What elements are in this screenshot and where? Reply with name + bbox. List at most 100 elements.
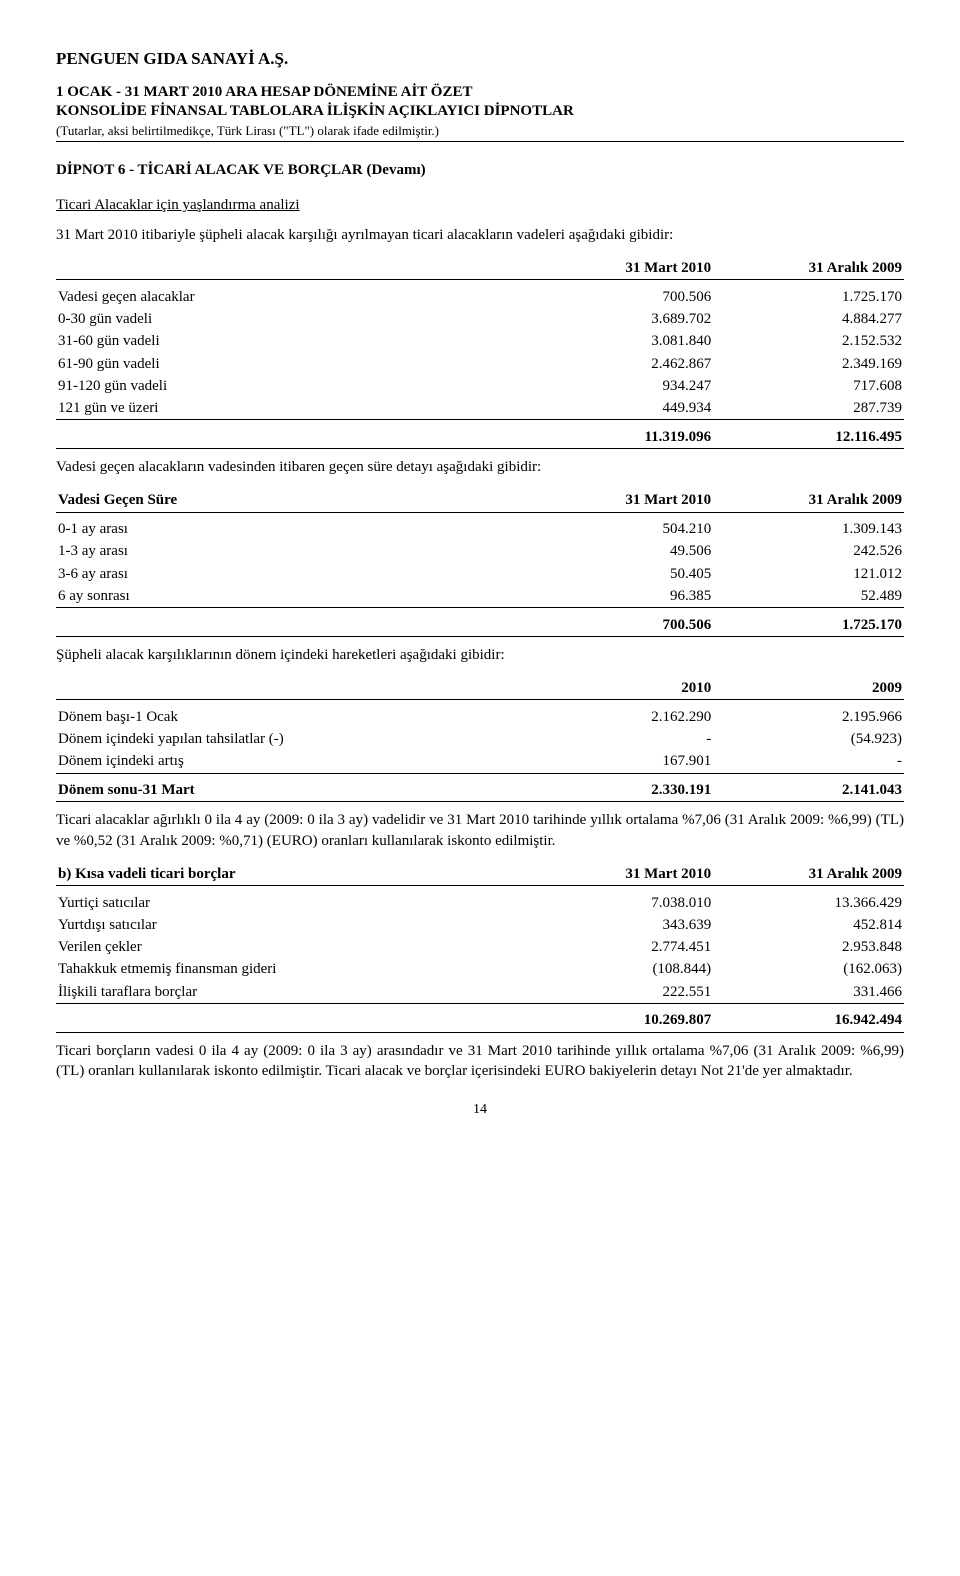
- col-header-year2: 2009: [713, 677, 904, 700]
- table-row: Yurtiçi satıcılar 7.038.010 13.366.429: [56, 892, 904, 914]
- col-header-year1: 2010: [522, 677, 713, 700]
- cell: 167.901: [522, 750, 713, 773]
- table-header-row: 2010 2009: [56, 677, 904, 700]
- col-header-1: 31 Mart 2010: [522, 863, 713, 886]
- total-cell: 2.141.043: [713, 779, 904, 802]
- cell: 2.195.966: [713, 706, 904, 728]
- row-label: Yurtiçi satıcılar: [56, 892, 522, 914]
- total-cell: 11.319.096: [522, 426, 713, 449]
- total-cell: 1.725.170: [713, 614, 904, 637]
- cell: 504.210: [522, 518, 713, 540]
- cell: 2.774.451: [522, 936, 713, 958]
- table-row: Verilen çekler 2.774.451 2.953.848: [56, 936, 904, 958]
- total-cell: 700.506: [522, 614, 713, 637]
- row-label: 6 ay sonrası: [56, 585, 522, 608]
- row-label: Verilen çekler: [56, 936, 522, 958]
- cell: 2.162.290: [522, 706, 713, 728]
- cell: 449.934: [522, 397, 713, 420]
- aging-subtitle: Ticari Alacaklar için yaşlandırma analiz…: [56, 195, 904, 215]
- total-row: 700.506 1.725.170: [56, 614, 904, 637]
- movement-intro: Şüpheli alacak karşılıklarının dönem içi…: [56, 645, 904, 665]
- table-row: 0-1 ay arası 504.210 1.309.143: [56, 518, 904, 540]
- cell: 1.309.143: [713, 518, 904, 540]
- note-title: DİPNOT 6 - TİCARİ ALACAK VE BORÇLAR (Dev…: [56, 160, 904, 180]
- cell: 700.506: [522, 286, 713, 308]
- cell: (54.923): [713, 728, 904, 750]
- col-header-1: 31 Mart 2010: [522, 257, 713, 280]
- total-label: Dönem sonu-31 Mart: [56, 779, 522, 802]
- aging-intro: 31 Mart 2010 itibariyle şüpheli alacak k…: [56, 225, 904, 245]
- cell: 3.689.702: [522, 308, 713, 330]
- cell: 1.725.170: [713, 286, 904, 308]
- total-row: Dönem sonu-31 Mart 2.330.191 2.141.043: [56, 779, 904, 802]
- row-label: İlişkili taraflara borçlar: [56, 981, 522, 1004]
- report-title-line1: 1 OCAK - 31 MART 2010 ARA HESAP DÖNEMİNE…: [56, 83, 904, 103]
- cell: (162.063): [713, 958, 904, 980]
- cell: -: [713, 750, 904, 773]
- row-label: 61-90 gün vadeli: [56, 353, 522, 375]
- cell: 2.462.867: [522, 353, 713, 375]
- cell: 452.814: [713, 914, 904, 936]
- cell: 7.038.010: [522, 892, 713, 914]
- total-cell: 2.330.191: [522, 779, 713, 802]
- cell: -: [522, 728, 713, 750]
- row-label: 3-6 ay arası: [56, 563, 522, 585]
- row-label: 31-60 gün vadeli: [56, 330, 522, 352]
- cell: 4.884.277: [713, 308, 904, 330]
- discount-paragraph-1: Ticari alacaklar ağırlıklı 0 ila 4 ay (2…: [56, 810, 904, 851]
- table-header-row: b) Kısa vadeli ticari borçlar 31 Mart 20…: [56, 863, 904, 886]
- table-row: Dönem başı-1 Ocak 2.162.290 2.195.966: [56, 706, 904, 728]
- cell: 287.739: [713, 397, 904, 420]
- table-row: 91-120 gün vadeli 934.247 717.608: [56, 375, 904, 397]
- table-row: Vadesi geçen alacaklar 700.506 1.725.170: [56, 286, 904, 308]
- cell: 222.551: [522, 981, 713, 1004]
- cell: 934.247: [522, 375, 713, 397]
- company-name: PENGUEN GIDA SANAYİ A.Ş.: [56, 48, 904, 71]
- header-divider: [56, 141, 904, 142]
- cell: (108.844): [522, 958, 713, 980]
- cell: 343.639: [522, 914, 713, 936]
- row-label: Yurtdışı satıcılar: [56, 914, 522, 936]
- col-header-2: 31 Aralık 2009: [713, 489, 904, 512]
- row-label: Dönem içindeki yapılan tahsilatlar (-): [56, 728, 522, 750]
- table-row: Yurtdışı satıcılar 343.639 452.814: [56, 914, 904, 936]
- overdue-intro: Vadesi geçen alacakların vadesinden itib…: [56, 457, 904, 477]
- row-label: 121 gün ve üzeri: [56, 397, 522, 420]
- row-label: 91-120 gün vadeli: [56, 375, 522, 397]
- section-b-label: b) Kısa vadeli ticari borçlar: [56, 863, 522, 886]
- table-header-row: 31 Mart 2010 31 Aralık 2009: [56, 257, 904, 280]
- total-row: 10.269.807 16.942.494: [56, 1009, 904, 1032]
- total-cell: 16.942.494: [713, 1009, 904, 1032]
- total-cell: 10.269.807: [522, 1009, 713, 1032]
- cell: 3.081.840: [522, 330, 713, 352]
- table-header-row: Vadesi Geçen Süre 31 Mart 2010 31 Aralık…: [56, 489, 904, 512]
- cell: 121.012: [713, 563, 904, 585]
- row-label: Tahakkuk etmemiş finansman gideri: [56, 958, 522, 980]
- col-header-1: 31 Mart 2010: [522, 489, 713, 512]
- total-cell: 12.116.495: [713, 426, 904, 449]
- cell: 50.405: [522, 563, 713, 585]
- cell: 49.506: [522, 540, 713, 562]
- cell: 2.152.532: [713, 330, 904, 352]
- table-row: Dönem içindeki artış 167.901 -: [56, 750, 904, 773]
- table-row: 121 gün ve üzeri 449.934 287.739: [56, 397, 904, 420]
- row-label: 0-1 ay arası: [56, 518, 522, 540]
- table-row: 61-90 gün vadeli 2.462.867 2.349.169: [56, 353, 904, 375]
- total-row: 11.319.096 12.116.495: [56, 426, 904, 449]
- cell: 13.366.429: [713, 892, 904, 914]
- table-row: 3-6 ay arası 50.405 121.012: [56, 563, 904, 585]
- row-label: 0-30 gün vadeli: [56, 308, 522, 330]
- cell: 242.526: [713, 540, 904, 562]
- cell: 52.489: [713, 585, 904, 608]
- table-row: 1-3 ay arası 49.506 242.526: [56, 540, 904, 562]
- row-label: Dönem içindeki artış: [56, 750, 522, 773]
- row-label: Dönem başı-1 Ocak: [56, 706, 522, 728]
- col-header-2: 31 Aralık 2009: [713, 863, 904, 886]
- discount-paragraph-2: Ticari borçların vadesi 0 ila 4 ay (2009…: [56, 1041, 904, 1082]
- report-title-line2: KONSOLİDE FİNANSAL TABLOLARA İLİŞKİN AÇI…: [56, 102, 904, 122]
- cell: 331.466: [713, 981, 904, 1004]
- movement-table: 2010 2009 Dönem başı-1 Ocak 2.162.290 2.…: [56, 677, 904, 802]
- table-row: İlişkili taraflara borçlar 222.551 331.4…: [56, 981, 904, 1004]
- cell: 96.385: [522, 585, 713, 608]
- cell: 2.349.169: [713, 353, 904, 375]
